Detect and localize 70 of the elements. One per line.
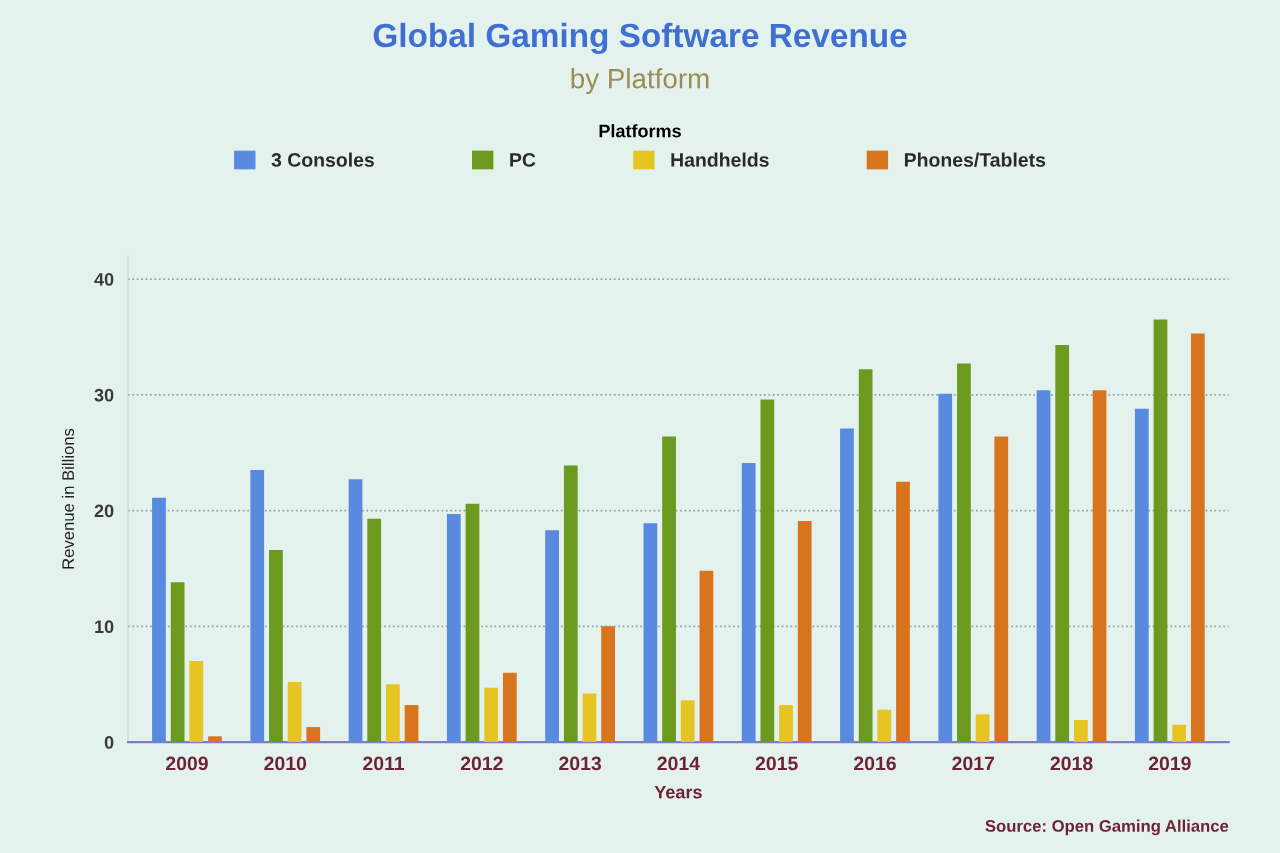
bar [760, 399, 775, 743]
bar [1172, 724, 1187, 743]
legend-title: Platforms [599, 124, 681, 138]
y-tick-label: 10 [95, 620, 114, 634]
x-tick-label: 2017 [952, 756, 995, 771]
x-axis-title: Years [654, 785, 702, 799]
bar [502, 672, 517, 743]
bar [643, 523, 658, 743]
chart-subtitle: by Platform [571, 68, 709, 94]
bar [1092, 390, 1107, 743]
legend-label: 3 Consoles [271, 152, 374, 167]
bar [975, 714, 990, 743]
y-tick-label: 0 [104, 736, 114, 749]
y-tick-label: 40 [94, 272, 114, 286]
legend-label: Phones/Tablets [904, 152, 1046, 168]
bar [208, 736, 222, 743]
bar [699, 570, 714, 743]
bar [404, 705, 419, 743]
bar [250, 470, 265, 743]
chart-title: Global Gaming Software Revenue [373, 22, 907, 54]
bar [896, 481, 910, 743]
bar [367, 518, 382, 743]
bar [938, 393, 953, 743]
bar [1190, 333, 1205, 743]
bar [877, 709, 892, 743]
bar [1153, 319, 1168, 743]
bar [269, 549, 283, 743]
bar [152, 497, 166, 743]
bar [957, 363, 971, 743]
bar [484, 687, 499, 743]
bar [840, 428, 854, 743]
bar [348, 479, 363, 743]
bar [386, 684, 400, 743]
x-tick-label: 2018 [1050, 756, 1093, 771]
y-tick-label: 20 [94, 504, 114, 518]
x-tick-label: 2010 [264, 756, 307, 771]
x-tick-label: 2011 [363, 756, 405, 771]
x-tick-label: 2016 [854, 756, 896, 771]
y-axis-title: Revenue in Billions [61, 428, 75, 569]
legend-label: PC [510, 153, 536, 167]
bar [306, 727, 321, 743]
bar [994, 436, 1009, 743]
source-note: Source: Open Gaming Alliance [985, 819, 1229, 836]
bar [797, 521, 812, 743]
x-tick-label: 2013 [559, 756, 602, 771]
bar [601, 626, 616, 743]
x-tick-label: 2009 [166, 756, 208, 771]
x-tick-label: 2014 [657, 756, 700, 771]
x-tick-label: 2012 [460, 756, 503, 771]
bar [1036, 390, 1051, 743]
bar [741, 463, 756, 743]
x-tick-label: 2015 [755, 756, 798, 771]
bar [1134, 408, 1149, 743]
bar [545, 530, 559, 743]
bar [446, 514, 461, 743]
bar [779, 705, 793, 743]
bar [287, 681, 302, 743]
legend-label: Handhelds [671, 152, 769, 167]
bar [189, 661, 204, 743]
bar [563, 465, 578, 743]
bar [680, 700, 695, 743]
x-tick-label: 2019 [1148, 756, 1191, 771]
bar [1055, 345, 1070, 743]
bar [1074, 720, 1088, 743]
y-tick-label: 30 [94, 388, 114, 402]
bar [465, 503, 480, 743]
bar [582, 693, 597, 743]
bar [170, 582, 185, 743]
bar [662, 436, 676, 743]
bar [858, 369, 873, 743]
